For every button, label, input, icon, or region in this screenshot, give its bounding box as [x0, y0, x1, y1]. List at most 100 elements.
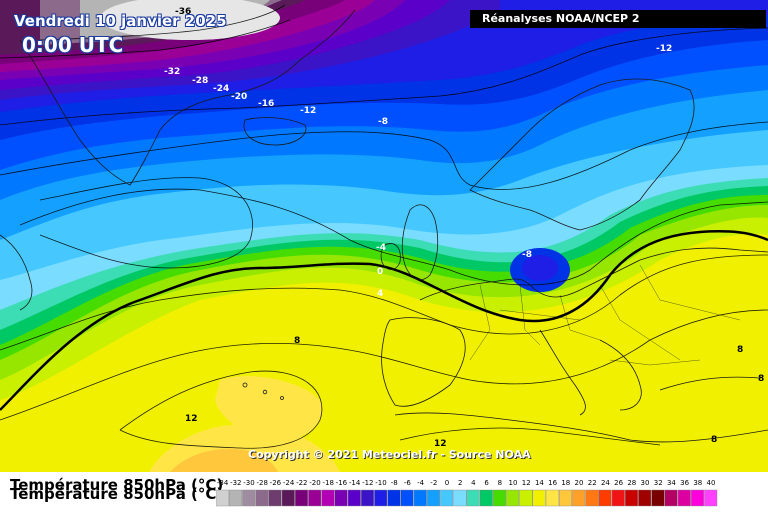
- borders: [469, 264, 741, 366]
- contour-label: 12: [185, 414, 198, 424]
- legend-tick-label: 38: [693, 479, 702, 487]
- legend-tick-label: -22: [296, 479, 307, 487]
- legend-tick-label: 6: [484, 479, 489, 487]
- legend-tick-label: 10: [509, 479, 518, 487]
- border-3: [559, 294, 601, 341]
- legend-swatch: [387, 489, 401, 507]
- legend-swatch: [493, 489, 507, 507]
- legend-swatch: [216, 489, 229, 507]
- coast-africa: [394, 412, 768, 443]
- legend-swatch: [321, 489, 335, 507]
- contour-label: -16: [258, 99, 274, 109]
- legend-tick-label: 2: [458, 479, 462, 487]
- legend-swatch: [625, 489, 639, 507]
- legend-tick-label: -2: [430, 479, 437, 487]
- coast-turkey: [659, 376, 761, 391]
- coast-italy: [539, 329, 586, 416]
- legend-swatch: [242, 489, 256, 507]
- legend-tick-label: -30: [243, 479, 254, 487]
- copyright-text: Copyright © 2021 Meteociel.fr - Source N…: [248, 448, 531, 461]
- legend-tick-label: 16: [548, 479, 557, 487]
- legend-swatch: [374, 489, 388, 507]
- legend-tick-label: -34: [217, 479, 229, 487]
- legend-swatch: [268, 489, 282, 507]
- coast-greenland: [19, 9, 356, 186]
- contour-label: -36: [175, 7, 191, 17]
- warm-pocket-3: [215, 376, 323, 440]
- legend-tick-label: 28: [627, 479, 636, 487]
- isotherm-4: [0, 254, 768, 351]
- border-4: [599, 284, 681, 361]
- isotherm-cold-loop: [39, 177, 253, 269]
- legend-tick-label: 32: [654, 479, 663, 487]
- isotherm-8: [0, 309, 768, 421]
- legend-tick-label: 20: [575, 479, 584, 487]
- legend-tick-label: -12: [362, 479, 373, 487]
- legend-swatch: [334, 489, 348, 507]
- legend-swatch: [559, 489, 573, 507]
- legend-swatch: [545, 489, 559, 507]
- legend-swatch: [638, 489, 652, 507]
- legend-tick-label: -10: [375, 479, 386, 487]
- contour-label: 8: [758, 374, 764, 384]
- legend-swatch: [572, 489, 586, 507]
- contour-label: -8: [378, 117, 388, 127]
- legend-tick-label: 14: [535, 479, 544, 487]
- coastlines: [0, 9, 768, 443]
- contour-label: 4: [377, 289, 383, 299]
- isotherm-12-south: [399, 427, 661, 446]
- legend-tick-label: 24: [601, 479, 610, 487]
- contour-label: -12: [656, 44, 672, 54]
- contour-label: -24: [213, 84, 229, 94]
- legend-tick-label: 22: [588, 479, 597, 487]
- legend-swatch: [347, 489, 361, 507]
- legend-tick-label: 4: [471, 479, 476, 487]
- contour-label: 8: [294, 336, 300, 346]
- coast-iceland: [243, 117, 307, 146]
- legend-swatch: [294, 489, 308, 507]
- legend-swatch: [506, 489, 520, 507]
- island-azores-3: [280, 396, 284, 400]
- legend-tick-label: 26: [614, 479, 623, 487]
- contour-label: 12: [434, 439, 447, 449]
- legend-swatch: [651, 489, 665, 507]
- source-label: Réanalyses NOAA/NCEP 2: [470, 10, 766, 28]
- legend-tick-label: -8: [391, 479, 398, 487]
- contour-label: -32: [164, 67, 180, 77]
- coast-europe-north: [419, 247, 768, 301]
- legend-tick-label: 30: [641, 479, 650, 487]
- legend-tick-label: -4: [417, 479, 425, 487]
- island-azores-2: [262, 389, 268, 395]
- legend-swatch: [691, 489, 705, 507]
- legend-tick-label: 36: [680, 479, 689, 487]
- legend-tick-label: 8: [498, 479, 502, 487]
- legend-tick-label: -32: [230, 479, 241, 487]
- legend-swatch: [585, 489, 599, 507]
- coast-britain: [401, 204, 439, 281]
- contour-label: 8: [711, 435, 717, 445]
- band-minus40: [100, 0, 280, 40]
- legend-tick-label: -16: [336, 479, 348, 487]
- contour-label: 0: [377, 267, 383, 277]
- legend-swatch: [677, 489, 691, 507]
- isotherm-12-west: [119, 370, 323, 449]
- legend-tick-label: 34: [667, 479, 676, 487]
- legend-swatch: [400, 489, 414, 507]
- legend-title-shadow: Température 850hPa (°C): [10, 485, 224, 503]
- legend-swatch: [360, 489, 374, 507]
- isotherm-zero: [0, 230, 768, 411]
- isotherm-minus36: [39, 4, 286, 41]
- coast-canada: [0, 234, 33, 311]
- legend-tick-label: -6: [404, 479, 412, 487]
- coast-greece: [599, 339, 642, 411]
- coast-scandinavia: [469, 78, 695, 231]
- legend-tick-label: 0: [445, 479, 449, 487]
- legend-tick-label: -28: [256, 479, 267, 487]
- legend-swatch: [228, 489, 243, 507]
- coast-ireland: [380, 243, 401, 270]
- contour-label: -12: [300, 106, 316, 116]
- legend-swatch: [704, 489, 718, 507]
- map-time: 0:00 UTC: [22, 33, 124, 57]
- cold-pocket-core: [522, 255, 558, 281]
